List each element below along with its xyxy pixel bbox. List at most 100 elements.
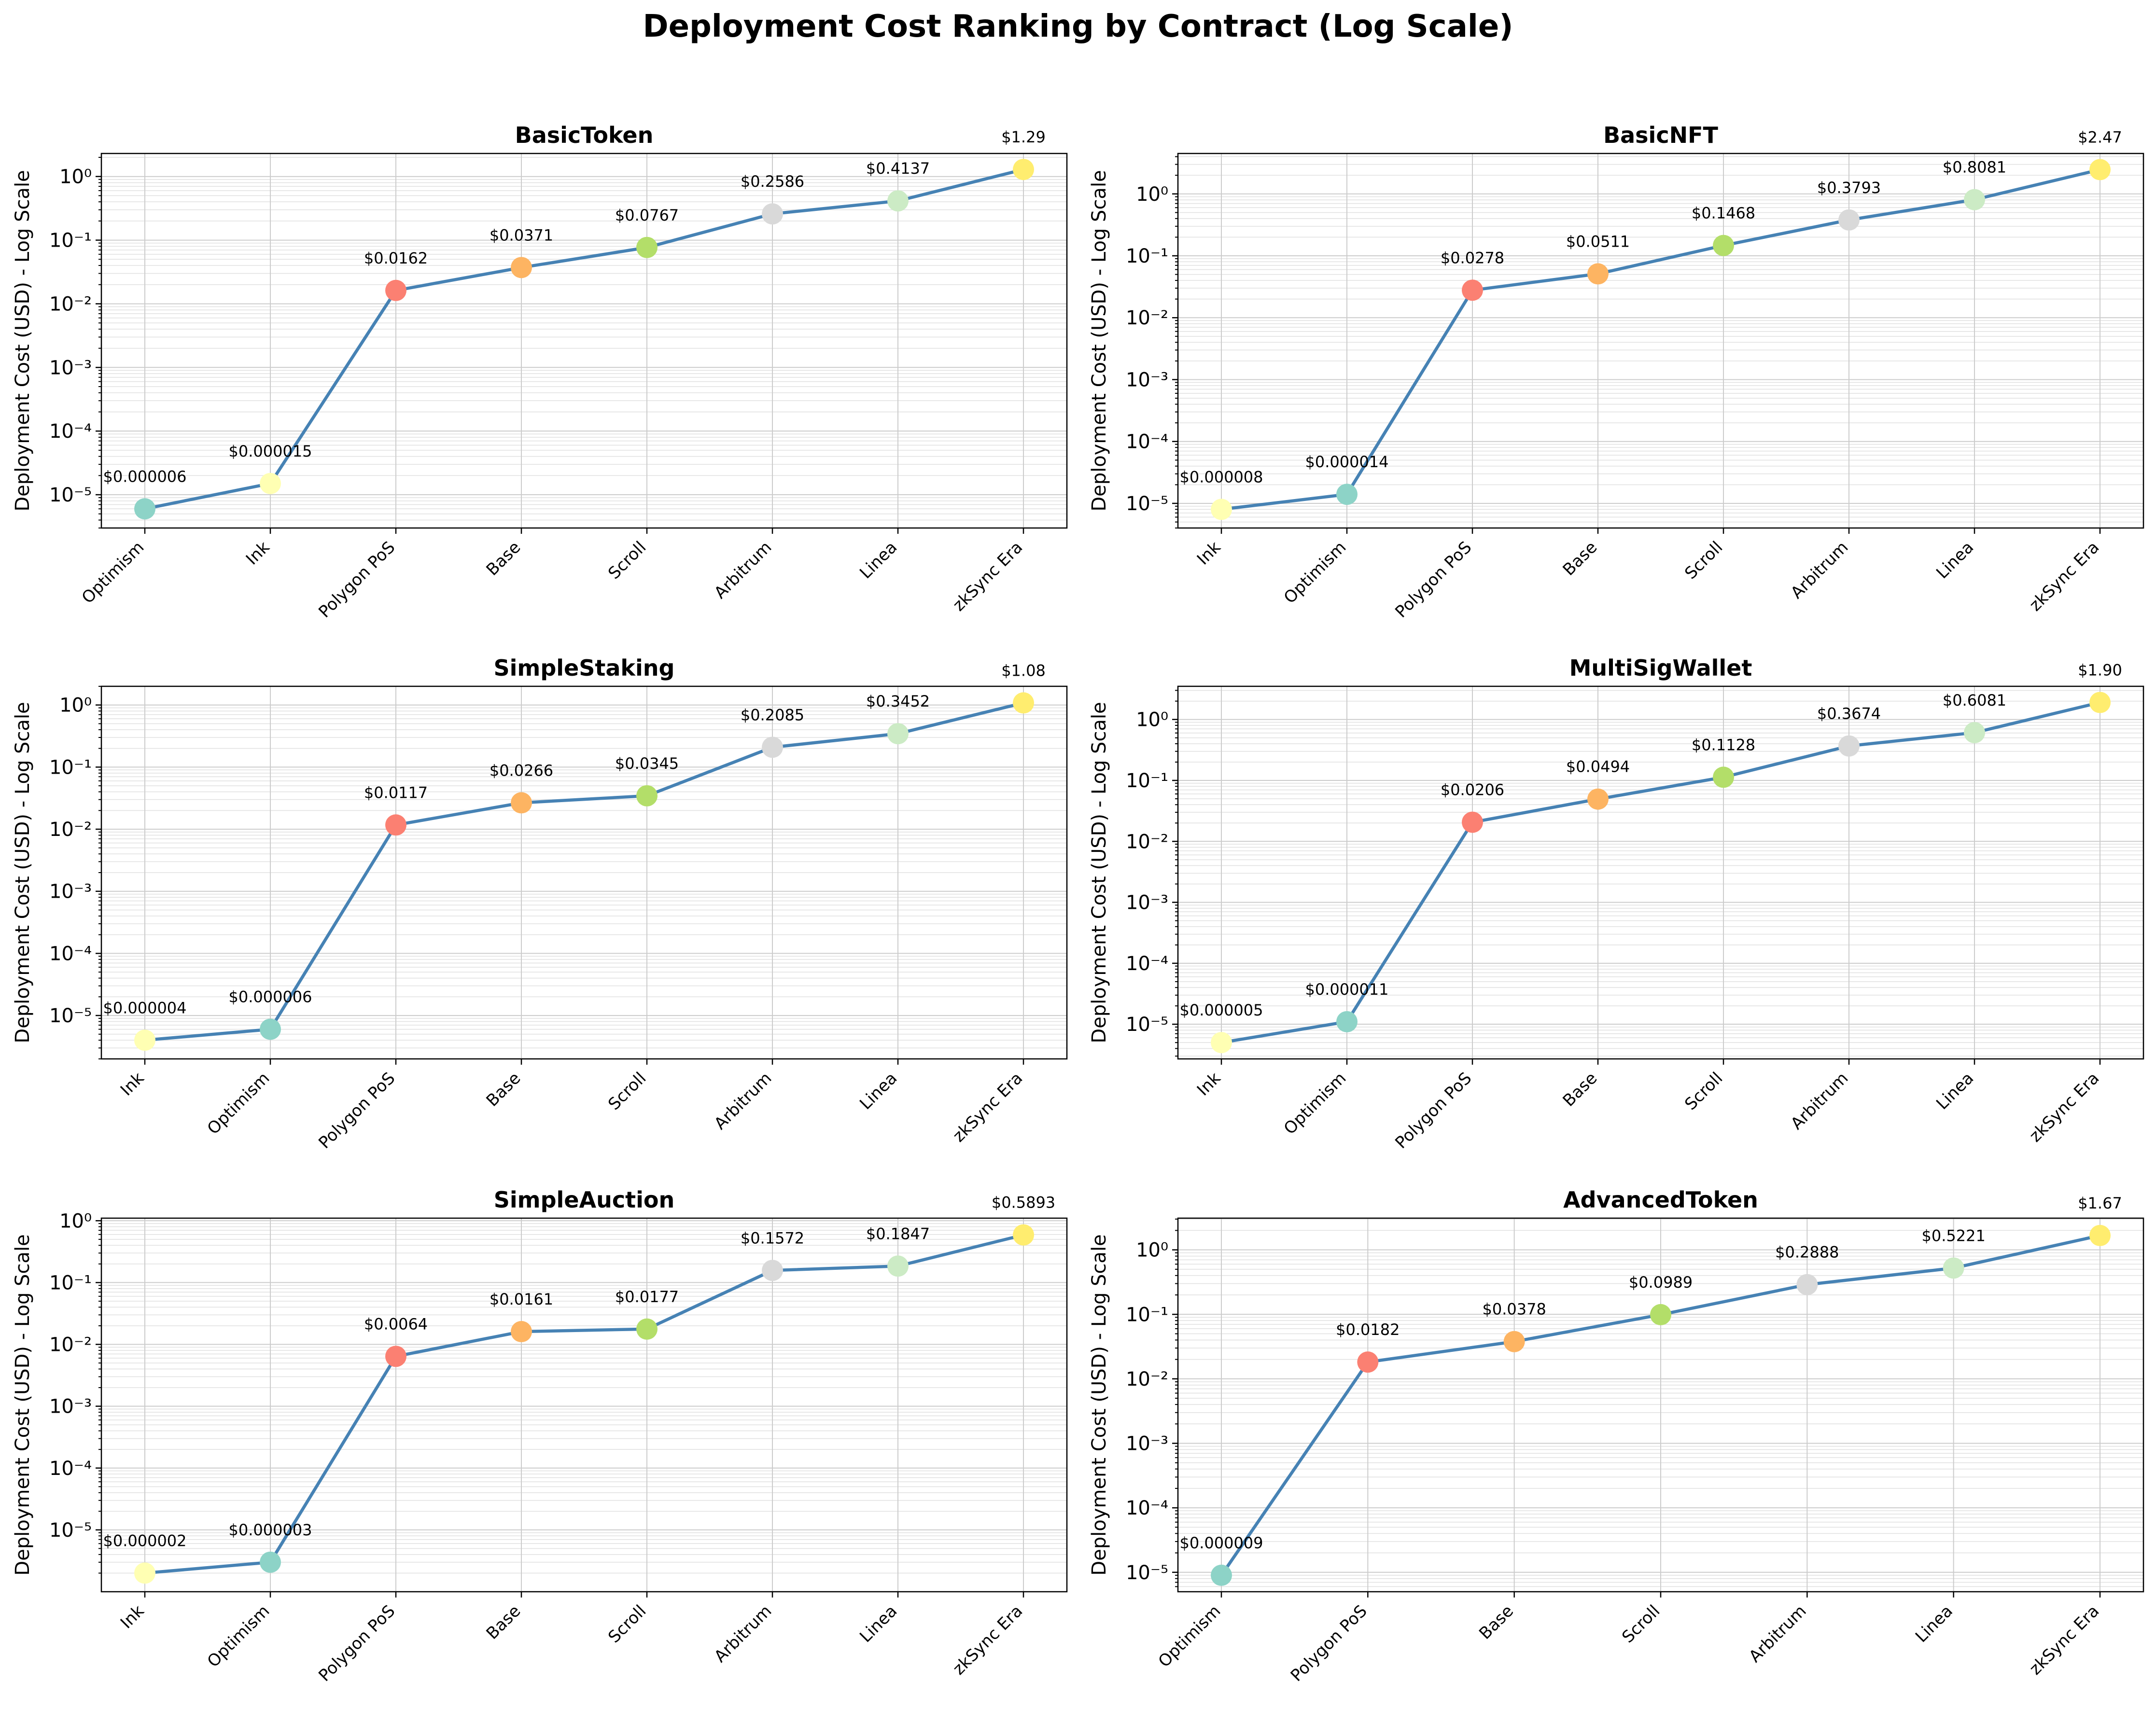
- data-label: $0.0767: [615, 206, 679, 224]
- data-label: $0.0371: [490, 226, 553, 244]
- figure-title: Deployment Cost Ranking by Contract (Log…: [643, 9, 1513, 44]
- y-tick-label: 10⁻⁵: [49, 484, 92, 506]
- y-tick-label: 10⁻⁵: [49, 1519, 92, 1542]
- y-axis-label: Deployment Cost (USD) - Log Scale: [1088, 702, 1110, 1043]
- x-tick-label: Polygon PoS: [315, 1601, 399, 1685]
- y-tick-label: 10⁰: [59, 1210, 92, 1232]
- x-tick-label: zkSync Era: [2026, 1069, 2103, 1146]
- data-point: [1336, 484, 1358, 505]
- data-label: $0.3793: [1817, 179, 1881, 197]
- y-tick-label: 10⁰: [1136, 183, 1168, 206]
- data-label: $0.1572: [741, 1229, 804, 1247]
- data-label: $0.8081: [1943, 158, 2006, 177]
- data-label: $0.6081: [1943, 691, 2006, 709]
- y-tick-label: 10⁰: [59, 166, 92, 188]
- y-tick-label: 10⁻²: [1126, 831, 1168, 853]
- series-line: [144, 701, 1024, 1042]
- data-point: [385, 814, 406, 836]
- x-tick-label: Optimism: [1155, 1601, 1225, 1671]
- y-tick-label: 10⁻⁵: [49, 1005, 92, 1027]
- y-tick-label: 10⁻²: [1126, 1368, 1168, 1390]
- data-label: $0.0162: [364, 249, 428, 267]
- x-tick-label: Arbitrum: [711, 538, 776, 603]
- y-tick-label: 10⁻⁴: [49, 943, 92, 965]
- x-tick-label: Linea: [1932, 1069, 1977, 1113]
- data-label: $0.1468: [1692, 204, 1755, 222]
- data-label: $0.0278: [1441, 249, 1504, 267]
- x-tick-label: Scroll: [1681, 1069, 1726, 1114]
- data-label: $0.000015: [228, 442, 312, 460]
- series-line: [1221, 701, 2100, 1044]
- x-tick-label: Optimism: [1280, 1069, 1350, 1139]
- data-label: $0.0989: [1629, 1273, 1693, 1292]
- subplot-multisigwallet: 10⁻⁵ 10⁻⁴ 10⁻³ 10⁻² 10⁻¹ 10⁰ Ink Optimism Polygo…: [1088, 655, 2144, 1153]
- x-tick-label: Optimism: [78, 538, 148, 608]
- y-tick-label: 10⁻²: [1126, 307, 1168, 329]
- y-tick-label: 10⁻⁵: [1126, 1562, 1168, 1584]
- x-tick-label: Scroll: [604, 538, 650, 583]
- y-tick-label: 10⁻⁴: [1126, 431, 1168, 453]
- data-point: [1336, 1011, 1358, 1032]
- data-point: [134, 498, 155, 520]
- data-point: [636, 1318, 658, 1340]
- y-tick-label: 10⁻¹: [1126, 245, 1168, 267]
- subplot-title: AdvancedToken: [1563, 1187, 1758, 1213]
- y-tick-label: 10⁻³: [49, 881, 92, 903]
- y-tick-label: 10⁻³: [49, 357, 92, 379]
- x-tick-label: Scroll: [1618, 1601, 1664, 1647]
- data-point: [762, 203, 783, 225]
- y-tick-label: 10⁻³: [1126, 892, 1168, 914]
- x-tick-label: Ink: [242, 538, 274, 569]
- x-tick-label: Polygon PoS: [1391, 538, 1475, 622]
- data-point: [1796, 1274, 1818, 1295]
- data-point: [2089, 159, 2111, 181]
- y-tick-label: 10⁻⁵: [1126, 493, 1168, 515]
- data-label: $0.0117: [364, 783, 428, 802]
- x-tick-label: Linea: [1912, 1601, 1957, 1646]
- x-tick-label: Linea: [1932, 538, 1977, 583]
- x-tick-label: Scroll: [604, 1601, 650, 1647]
- x-tick-label: Ink: [117, 1601, 148, 1633]
- data-point: [260, 1018, 281, 1040]
- y-tick-label: 10⁻⁴: [49, 420, 92, 443]
- data-label: $0.0266: [490, 761, 553, 779]
- y-axis-label: Deployment Cost (USD) - Log Scale: [12, 702, 34, 1043]
- data-point: [1838, 209, 1860, 231]
- x-tick-label: zkSync Era: [949, 538, 1026, 615]
- x-tick-label: Linea: [856, 1069, 901, 1113]
- x-tick-label: Polygon PoS: [1391, 1069, 1475, 1153]
- data-point: [260, 1551, 281, 1573]
- y-axis-label: Deployment Cost (USD) - Log Scale: [12, 1234, 34, 1575]
- series-line: [1221, 168, 2100, 511]
- x-tick-label: Ink: [117, 1069, 148, 1100]
- data-point: [1357, 1351, 1379, 1373]
- x-tick-label: Optimism: [204, 1601, 274, 1671]
- x-tick-label: zkSync Era: [2026, 1601, 2103, 1679]
- data-point: [1503, 1331, 1525, 1352]
- y-tick-label: 10⁻¹: [49, 230, 92, 252]
- subplot-advancedtoken: 10⁻⁵ 10⁻⁴ 10⁻³ 10⁻² 10⁻¹ 10⁰ Optimism Polygon P…: [1088, 1187, 2144, 1685]
- x-tick-label: Arbitrum: [711, 1069, 776, 1134]
- data-point: [887, 723, 909, 745]
- data-point: [1462, 811, 1483, 833]
- y-tick-label: 10⁻³: [1126, 1433, 1168, 1455]
- data-label: $0.5893: [992, 1194, 1055, 1212]
- data-label: $0.000011: [1305, 980, 1388, 999]
- x-tick-label: Arbitrum: [1787, 1069, 1852, 1134]
- plot-frame: [100, 685, 1068, 1060]
- data-point: [636, 785, 658, 806]
- x-tick-label: Scroll: [604, 1069, 650, 1114]
- data-label: $0.000006: [103, 467, 186, 486]
- data-label: $0.0494: [1566, 758, 1630, 776]
- data-point: [2089, 1224, 2111, 1246]
- data-label: $0.0177: [615, 1288, 679, 1306]
- data-label: $0.5221: [1922, 1226, 1986, 1245]
- x-tick-label: Base: [483, 1069, 525, 1111]
- plot-frame: [100, 153, 1068, 529]
- subplot-title: SimpleStaking: [494, 655, 675, 681]
- data-label: $0.0064: [364, 1315, 428, 1333]
- data-label: $1.67: [2078, 1194, 2122, 1212]
- data-point: [134, 1562, 155, 1584]
- data-label: $0.0206: [1441, 781, 1504, 799]
